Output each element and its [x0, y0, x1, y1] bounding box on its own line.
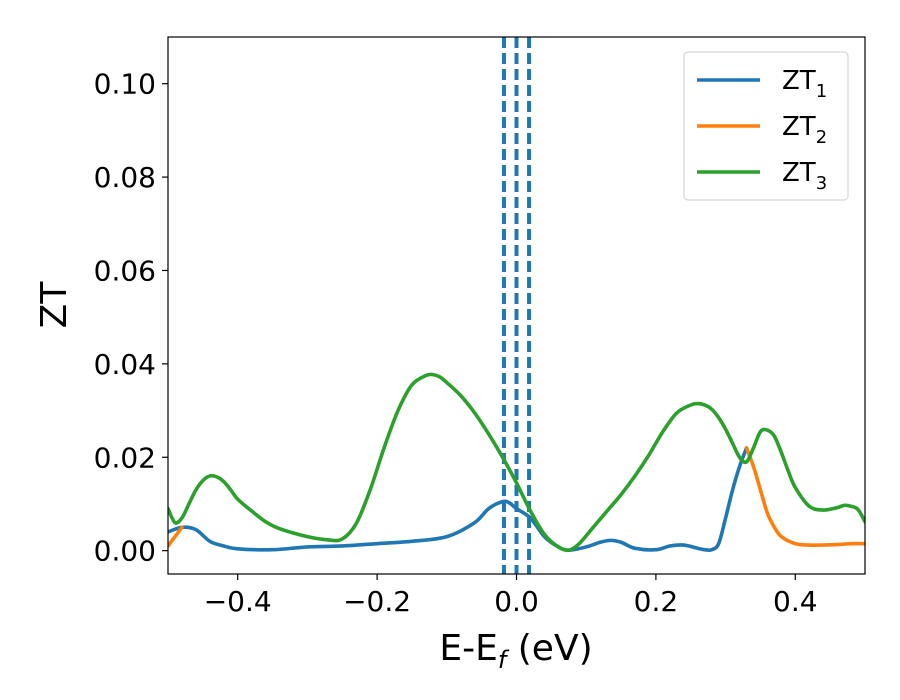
series-line-zt3: [168, 372, 865, 553]
x-axis-ticks: −0.4 −0.2 0.0 0.2 0.4: [204, 574, 818, 618]
series-line-zt1: [168, 446, 749, 553]
x-tick-label: 0.4: [773, 585, 818, 618]
y-axis-label: ZT: [34, 281, 75, 329]
legend-label-zt2: ZT2: [782, 112, 827, 148]
y-axis-ticks: 0.00 0.02 0.04 0.06 0.08 0.10: [94, 68, 168, 568]
x-tick-label: 0.0: [494, 585, 539, 618]
legend-box: [683, 51, 849, 201]
series-line-zt2: [168, 525, 184, 548]
y-tick-label: 0.04: [94, 348, 156, 381]
legend: ZT1 ZT2 ZT3: [683, 51, 849, 201]
y-tick-label: 0.10: [94, 68, 156, 101]
x-tick-label: −0.2: [343, 585, 411, 618]
legend-label-zt3: ZT3: [782, 158, 827, 194]
y-tick-label: 0.00: [94, 535, 156, 568]
legend-label-zt1: ZT1: [782, 66, 827, 102]
y-tick-label: 0.02: [94, 441, 156, 474]
x-tick-label: −0.4: [204, 585, 272, 618]
vertical-reference-lines: [501, 37, 532, 574]
y-tick-label: 0.06: [94, 254, 156, 287]
y-tick-label: 0.08: [94, 161, 156, 194]
x-tick-label: 0.2: [634, 585, 679, 618]
series-line-zt2: [744, 446, 865, 547]
series-layer: [168, 372, 865, 553]
x-axis-label: E-Ef (eV): [439, 628, 592, 674]
